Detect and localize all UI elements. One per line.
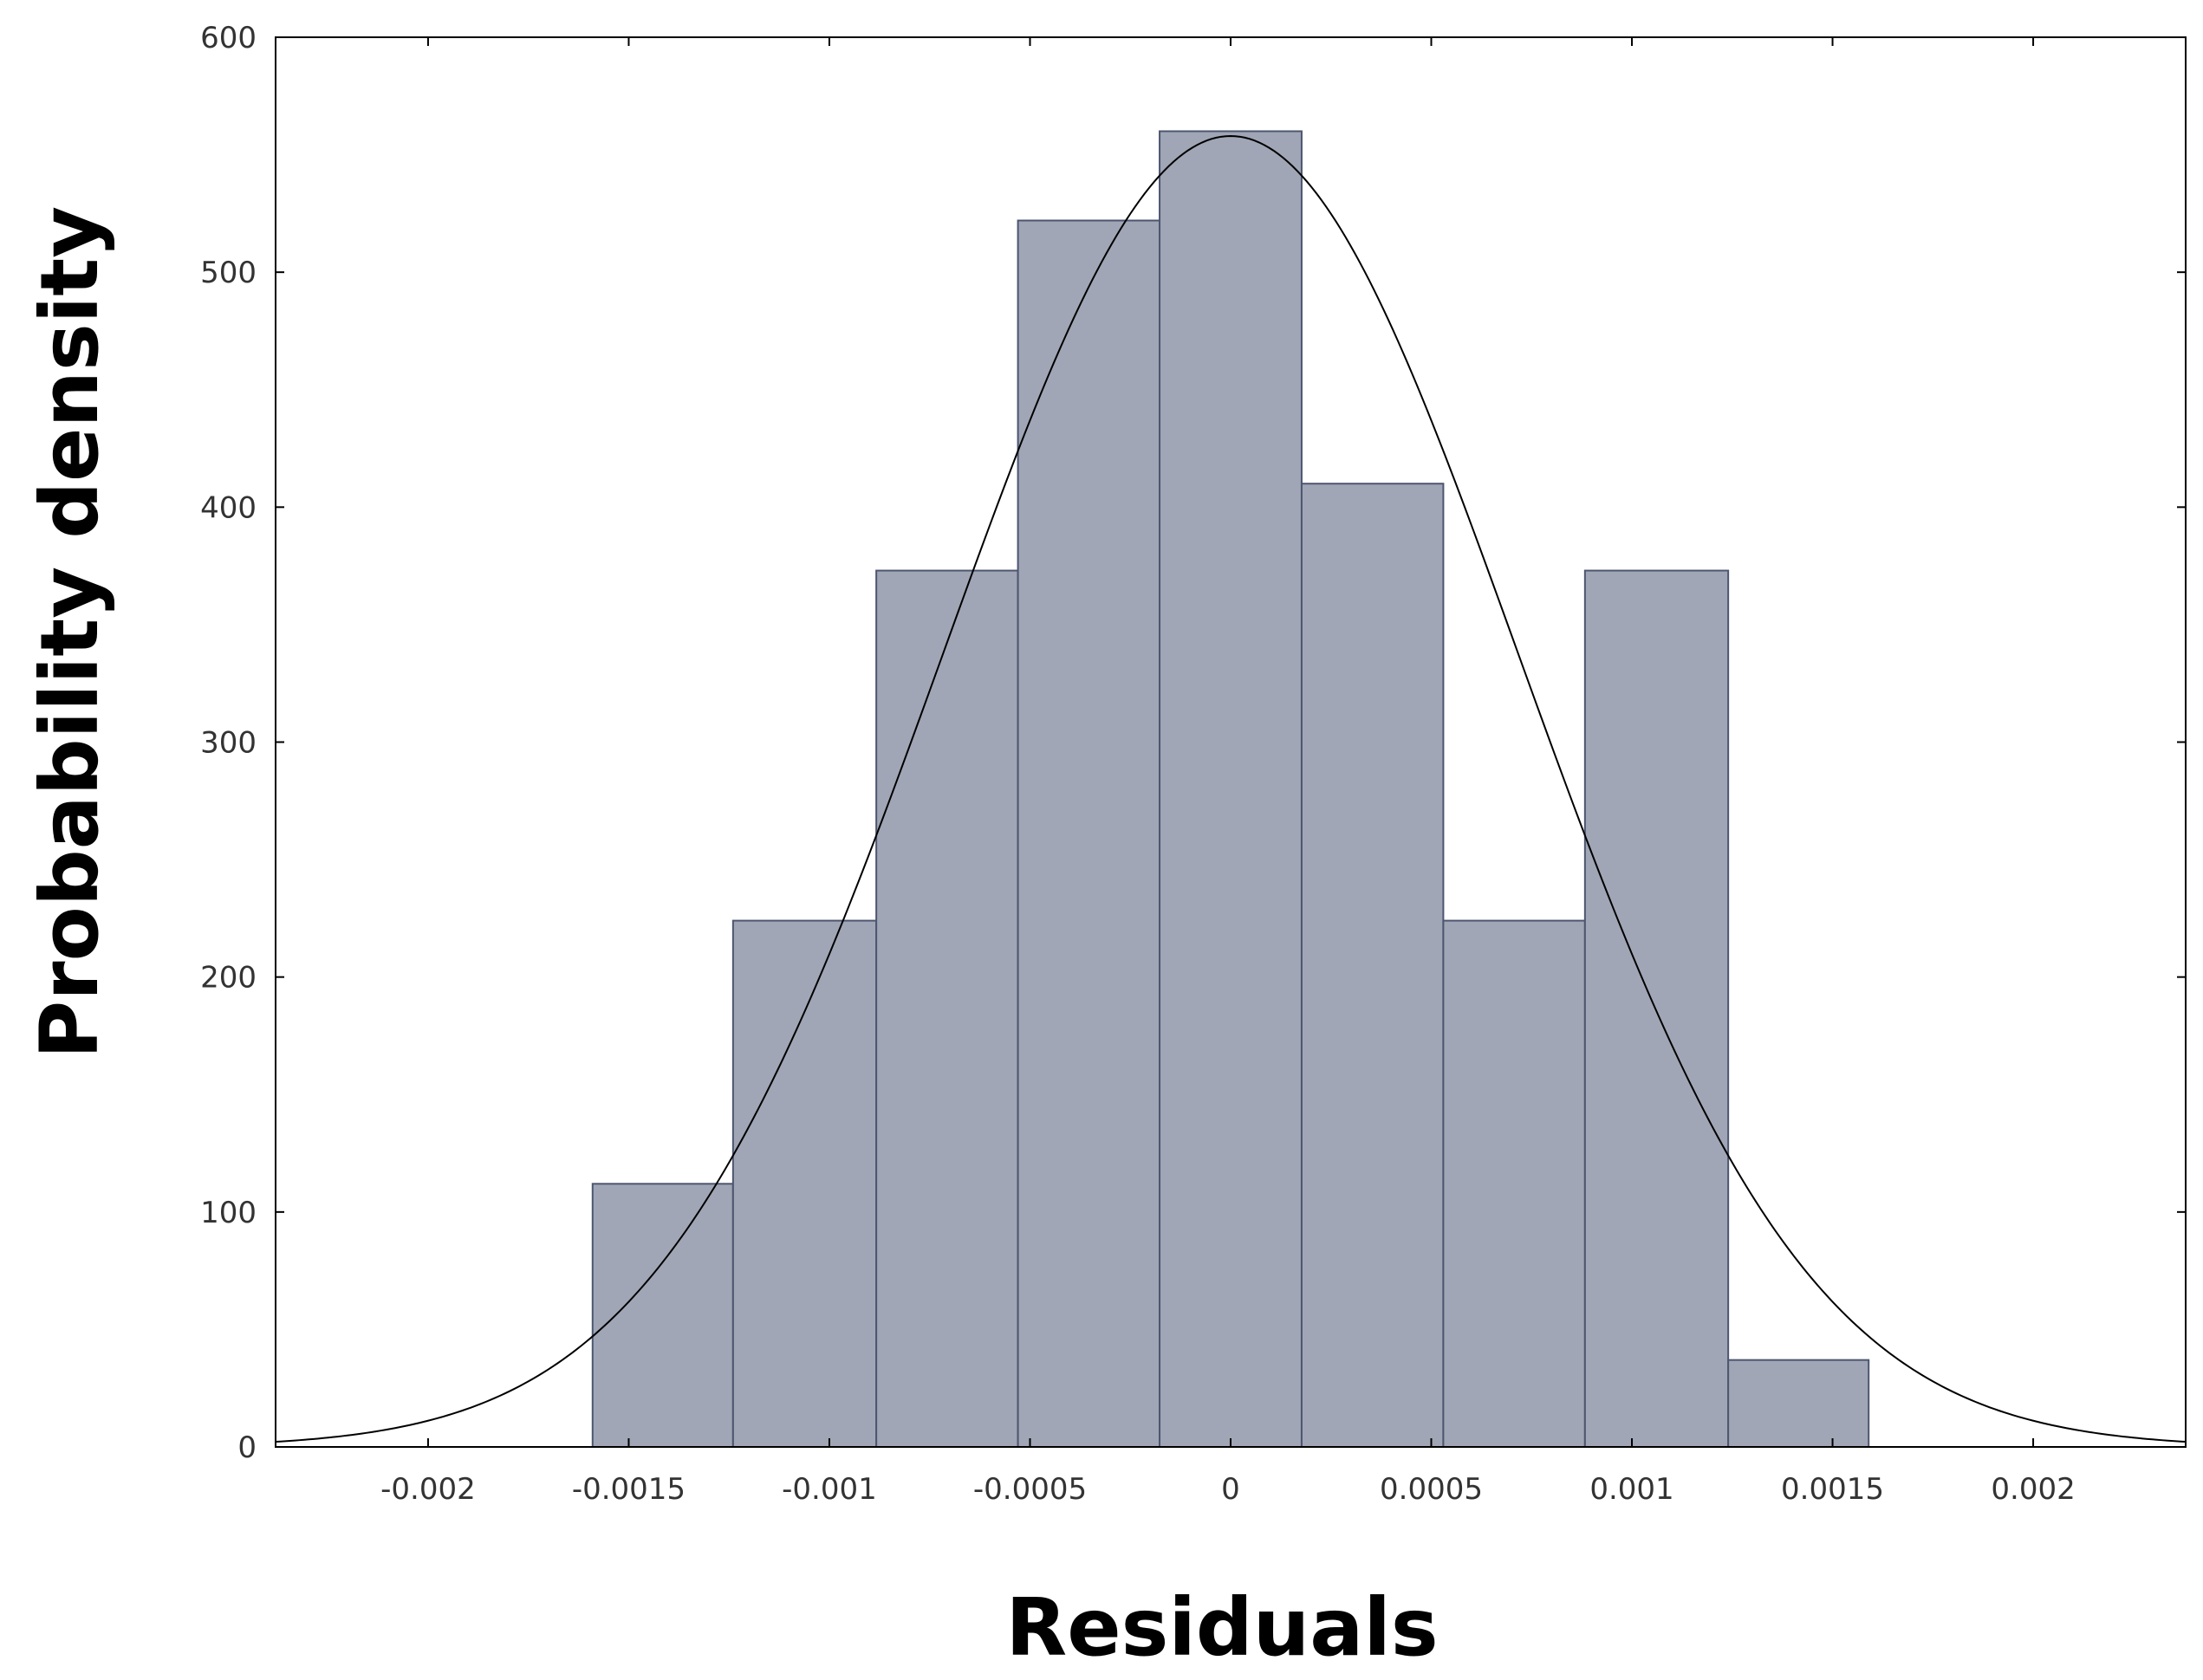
y-tick-label: 300	[200, 726, 257, 761]
x-tick-label: 0.002	[1991, 1472, 2075, 1507]
histogram-bar-9	[1727, 1359, 1870, 1448]
histogram-bar-5	[1159, 130, 1303, 1448]
histogram-bar-1	[591, 1183, 734, 1448]
y-tick-label: 400	[200, 490, 257, 525]
histogram-bars	[591, 130, 1870, 1448]
histogram-bar-2	[731, 919, 878, 1448]
x-axis-ticks: -0.002 -0.0015 -0.001 -0.0005 0 0.0005 0.001 0.…	[380, 37, 2076, 1507]
x-tick-label: -0.0005	[973, 1472, 1087, 1507]
x-tick-label: 0	[1221, 1472, 1240, 1507]
histogram-bar-7	[1442, 919, 1586, 1448]
y-axis-title: Probability density	[23, 206, 116, 1059]
y-tick-label: 500	[200, 256, 257, 290]
x-tick-label: -0.002	[380, 1472, 476, 1507]
y-axis-ticks: 0 100 200 300 400 500 600	[200, 21, 2186, 1465]
histogram-bar-3	[875, 569, 1019, 1448]
y-tick-label: 0	[237, 1430, 257, 1465]
x-tick-label: 0.001	[1589, 1472, 1673, 1507]
histogram-bar-4	[1017, 219, 1161, 1448]
x-tick-label: 0.0015	[1781, 1472, 1884, 1507]
x-tick-label: -0.0015	[572, 1472, 686, 1507]
normal-density-curve	[275, 134, 2187, 1443]
x-tick-label: 0.0005	[1380, 1472, 1483, 1507]
x-tick-label: -0.001	[782, 1472, 877, 1507]
y-tick-label: 200	[200, 961, 257, 996]
y-tick-label: 100	[200, 1196, 257, 1230]
histogram-bar-8	[1583, 569, 1730, 1448]
histogram-bar-6	[1300, 483, 1445, 1448]
y-tick-label: 600	[200, 21, 257, 55]
x-axis-title: Residuals	[1005, 1581, 1438, 1674]
